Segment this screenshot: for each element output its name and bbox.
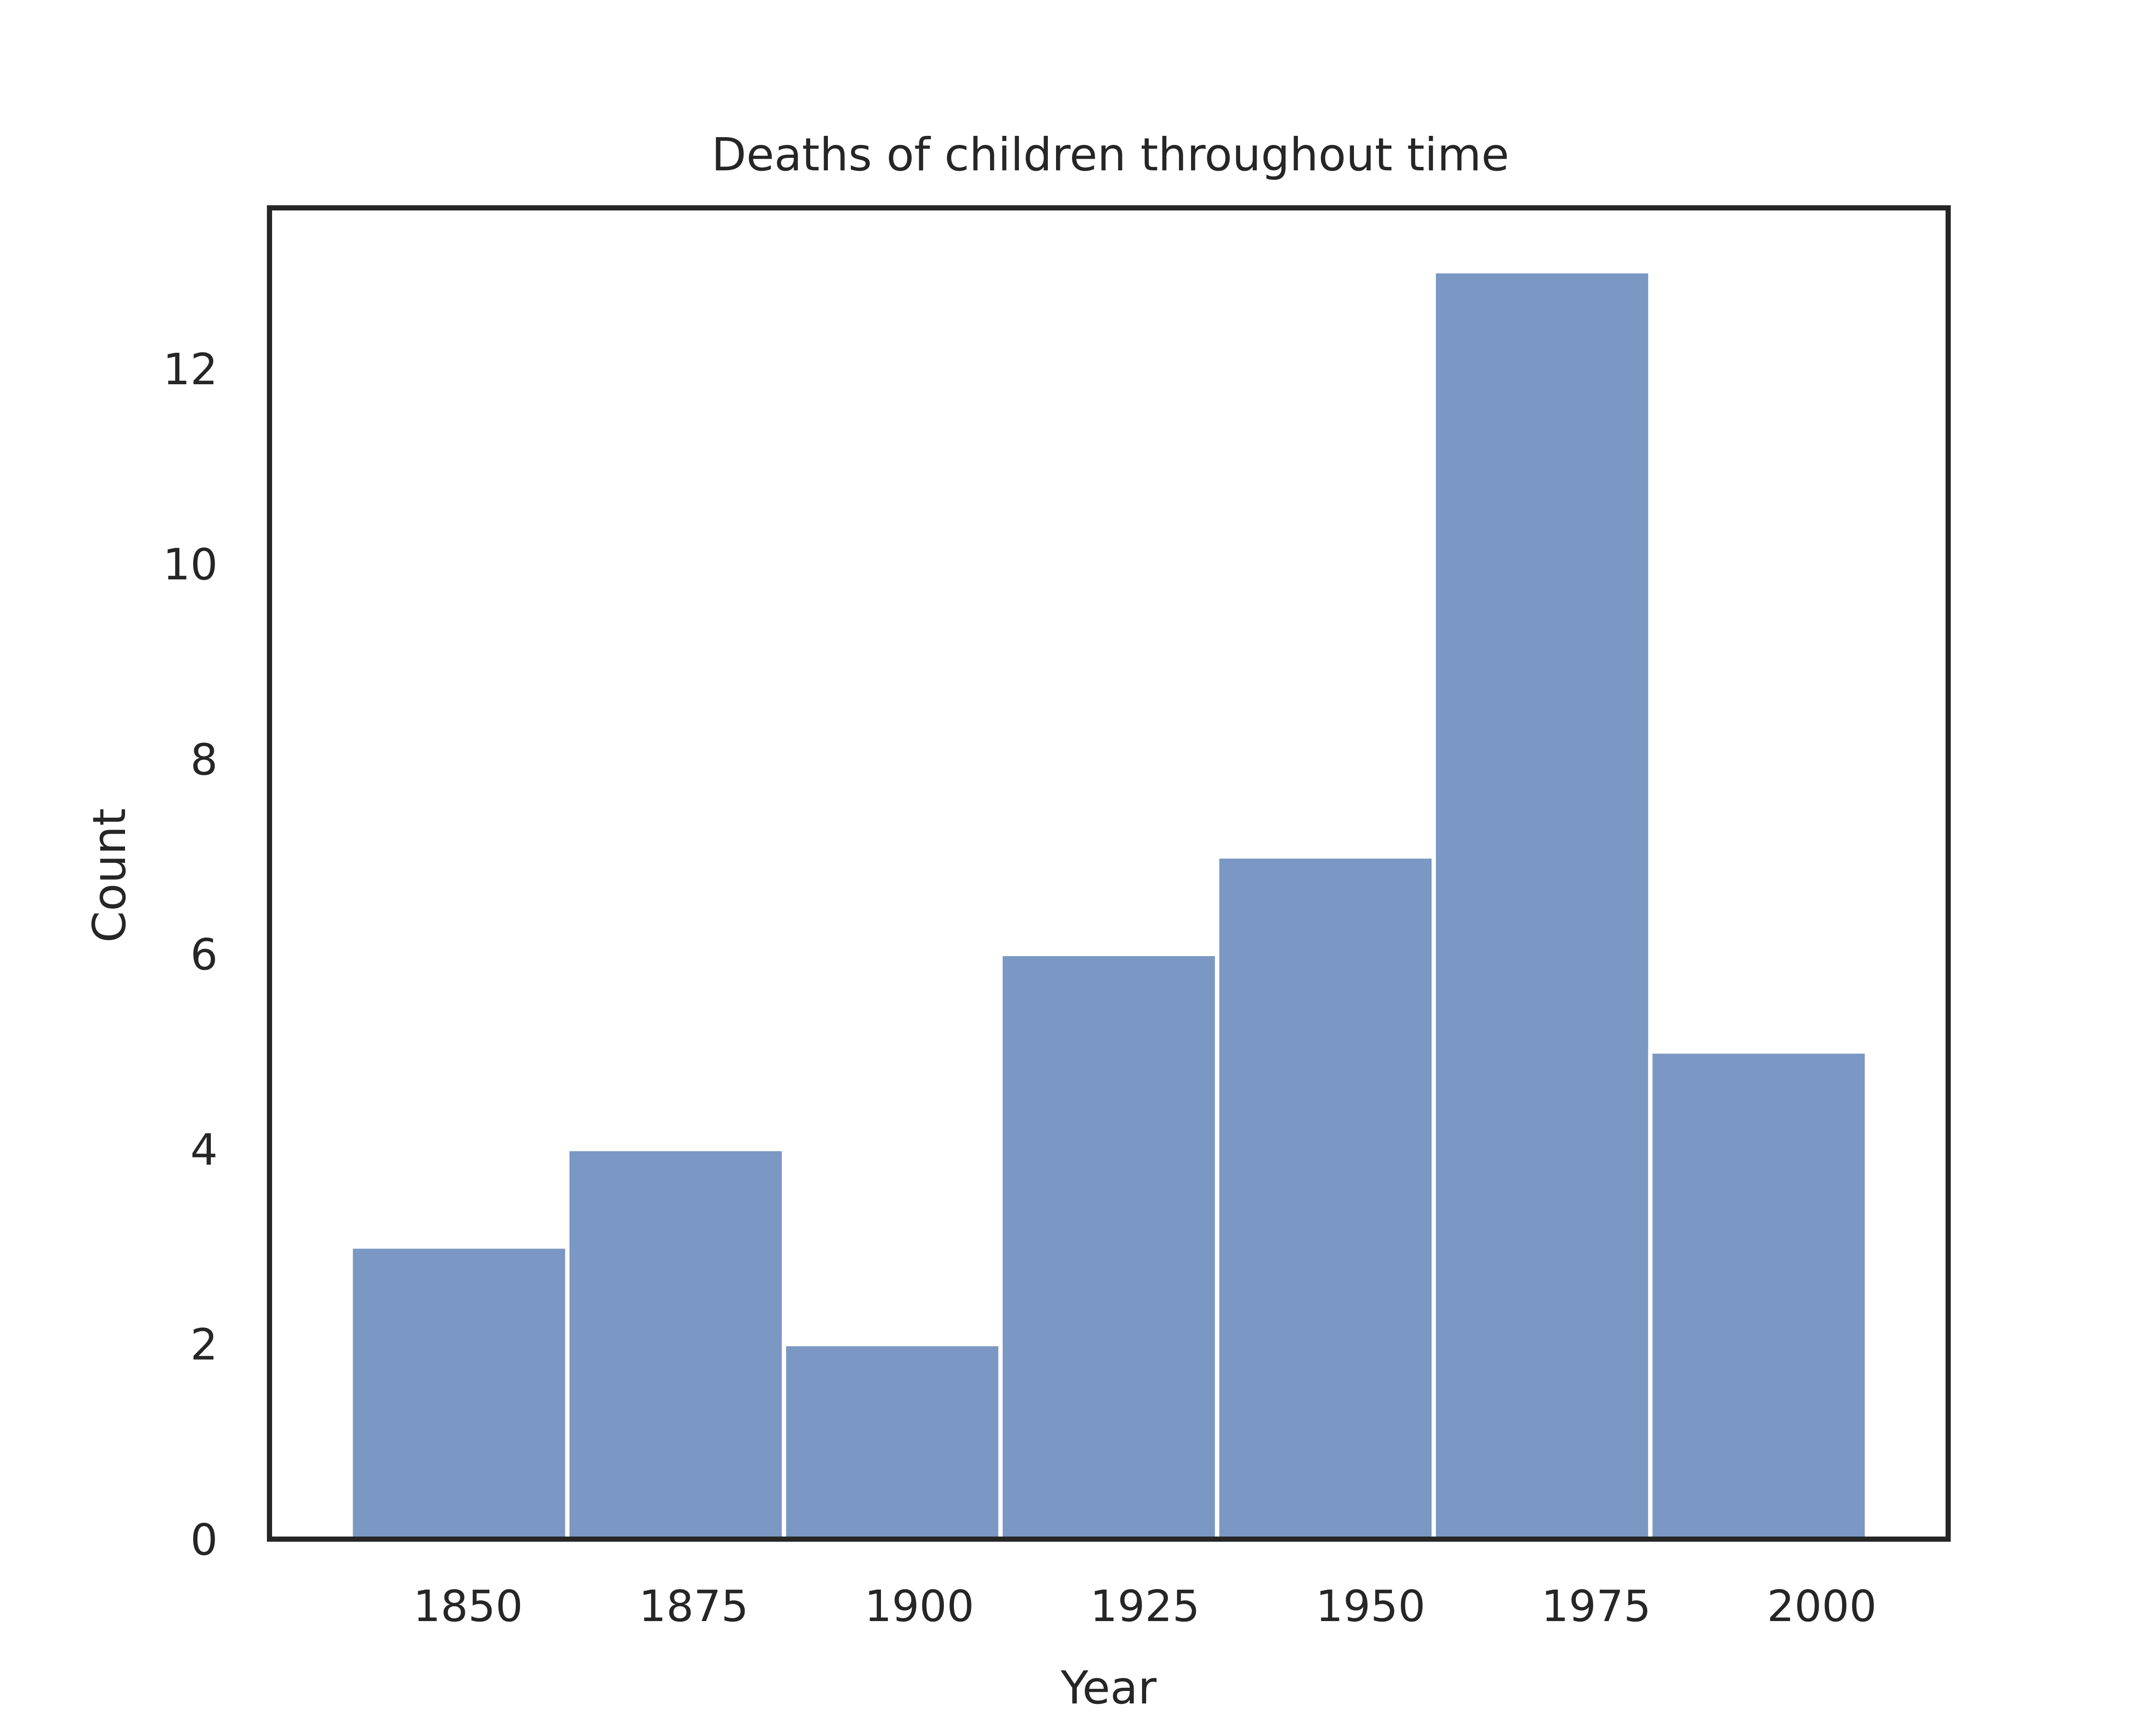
- y-tick-label-6: 12: [163, 344, 218, 395]
- y-axis-label: Count: [83, 808, 136, 943]
- y-axis-ticks: 0 2 4 6 8 10 12: [163, 344, 218, 1565]
- plot-frame: [267, 205, 1951, 1542]
- y-tick-label-5: 10: [163, 539, 218, 590]
- histogram-bar-1: [565, 1147, 787, 1541]
- y-tick-label-1: 2: [190, 1320, 218, 1370]
- y-tick-label-3: 6: [190, 929, 218, 980]
- y-tick-label-0: 0: [190, 1515, 218, 1565]
- histogram-bar-3: [998, 952, 1219, 1541]
- x-tick-label-6: 2000: [1767, 1581, 1877, 1631]
- bars-group: [348, 269, 1869, 1542]
- histogram-bar-0: [348, 1244, 570, 1542]
- chart-title: Deaths of children throughout time: [711, 129, 1509, 181]
- y-tick-label-4: 8: [190, 734, 218, 785]
- x-tick-label-2: 1900: [865, 1581, 975, 1631]
- x-tick-label-5: 1975: [1541, 1581, 1651, 1631]
- x-tick-label-0: 1850: [413, 1581, 523, 1631]
- x-tick-label-3: 1925: [1090, 1581, 1200, 1631]
- histogram-bar-2: [782, 1342, 1003, 1542]
- x-tick-label-4: 1950: [1316, 1581, 1426, 1631]
- x-axis-ticks: 1850 1875 1900 1925 1950 1975 2000: [413, 1581, 1877, 1631]
- histogram-bar-4: [1215, 854, 1436, 1541]
- histogram-bar-6: [1648, 1049, 1869, 1541]
- x-tick-label-1: 1875: [639, 1581, 749, 1631]
- x-axis-label: Year: [1060, 1662, 1157, 1714]
- y-tick-label-2: 4: [190, 1124, 218, 1175]
- histogram-bar-5: [1431, 269, 1653, 1541]
